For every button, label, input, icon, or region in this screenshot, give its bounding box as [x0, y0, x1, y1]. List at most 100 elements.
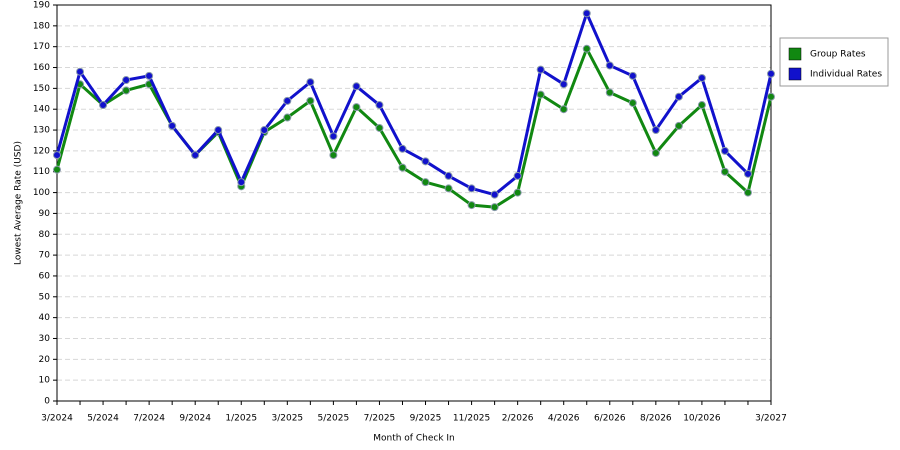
y-tick-label: 110 — [33, 167, 50, 177]
point — [651, 126, 660, 135]
series-line — [55, 47, 773, 209]
y-tick-label: 30 — [39, 334, 51, 344]
x-tick-label: 5/2025 — [318, 414, 350, 424]
y-tick-label: 50 — [39, 292, 51, 302]
point — [559, 105, 568, 114]
legend-label: Individual Rates — [810, 70, 882, 80]
y-tick-label: 10 — [39, 376, 51, 386]
y-tick-label: 170 — [33, 42, 50, 52]
y-axis-label: Lowest Average Rate (USD) — [14, 141, 24, 265]
point — [720, 167, 729, 176]
x-tick-label: 5/2024 — [87, 414, 119, 424]
point — [513, 171, 522, 180]
x-tick-label: 7/2025 — [364, 414, 396, 424]
legend-label: Group Rates — [810, 50, 866, 60]
point — [467, 201, 476, 210]
point — [536, 65, 545, 74]
point — [168, 121, 177, 130]
point — [421, 157, 430, 166]
x-tick-label: 9/2024 — [179, 414, 211, 424]
point — [536, 90, 545, 99]
point — [582, 9, 591, 18]
point — [145, 71, 154, 80]
y-tick-label: 120 — [33, 146, 50, 156]
point — [467, 184, 476, 193]
point — [375, 101, 384, 110]
y-tick-label: 0 — [44, 397, 50, 407]
y-tick-label: 60 — [39, 271, 51, 281]
x-tick-label: 10/2026 — [683, 414, 721, 424]
point — [352, 82, 361, 91]
y-tick-label: 150 — [33, 84, 50, 94]
point — [559, 80, 568, 89]
point — [605, 61, 614, 70]
point — [651, 148, 660, 157]
point — [214, 126, 223, 135]
point — [237, 178, 246, 187]
point — [674, 92, 683, 101]
point — [605, 88, 614, 97]
x-tick-label: 8/2026 — [640, 414, 672, 424]
point — [260, 126, 269, 135]
y-tick-label: 40 — [39, 313, 51, 323]
point — [398, 144, 407, 153]
x-tick-label: 1/2025 — [225, 414, 257, 424]
y-tick-label: 90 — [39, 209, 51, 219]
point — [329, 151, 338, 160]
point — [697, 73, 706, 82]
point — [767, 92, 775, 101]
x-tick-label: 7/2024 — [133, 414, 165, 424]
y-tick-label: 160 — [33, 63, 50, 73]
plot-frame — [56, 4, 772, 402]
x-tick-label: 2/2026 — [502, 414, 534, 424]
point — [122, 86, 131, 95]
point — [444, 184, 453, 193]
point — [122, 76, 131, 85]
point — [490, 203, 499, 212]
x-tick-label: 3/2025 — [271, 414, 303, 424]
legend-swatch — [788, 67, 802, 81]
point — [99, 101, 108, 110]
point — [283, 113, 292, 122]
series-line — [55, 11, 773, 197]
x-tick-label: 11/2025 — [453, 414, 490, 424]
point — [697, 101, 706, 110]
point — [306, 78, 315, 87]
x-tick-label: 4/2026 — [548, 414, 580, 424]
x-tick-label: 3/2024 — [41, 414, 73, 424]
point — [720, 146, 729, 155]
point — [352, 103, 361, 112]
point — [444, 171, 453, 180]
point — [582, 44, 591, 53]
x-tick-label: 9/2025 — [410, 414, 442, 424]
point — [743, 169, 752, 178]
y-tick-label: 100 — [33, 188, 50, 198]
point — [76, 67, 85, 76]
point — [767, 69, 775, 78]
point — [743, 188, 752, 197]
x-axis-label: Month of Check In — [373, 434, 455, 444]
y-tick-label: 130 — [33, 126, 50, 136]
y-tick-label: 140 — [33, 105, 50, 115]
point — [283, 96, 292, 105]
point — [490, 190, 499, 199]
y-tick-label: 70 — [39, 251, 51, 261]
point — [513, 188, 522, 197]
point — [53, 151, 61, 160]
point — [628, 71, 637, 80]
point — [329, 132, 338, 141]
point — [421, 178, 430, 187]
y-tick-label: 180 — [33, 21, 50, 31]
x-tick-label: 3/2027 — [755, 414, 787, 424]
point — [674, 121, 683, 130]
point — [306, 96, 315, 105]
point — [53, 165, 61, 174]
point — [191, 151, 200, 160]
x-tick-label: 6/2026 — [594, 414, 626, 424]
legend-swatch — [788, 47, 802, 61]
point — [375, 123, 384, 132]
y-tick-label: 190 — [33, 1, 50, 11]
y-tick-label: 80 — [39, 230, 51, 240]
y-tick-label: 20 — [39, 355, 51, 365]
